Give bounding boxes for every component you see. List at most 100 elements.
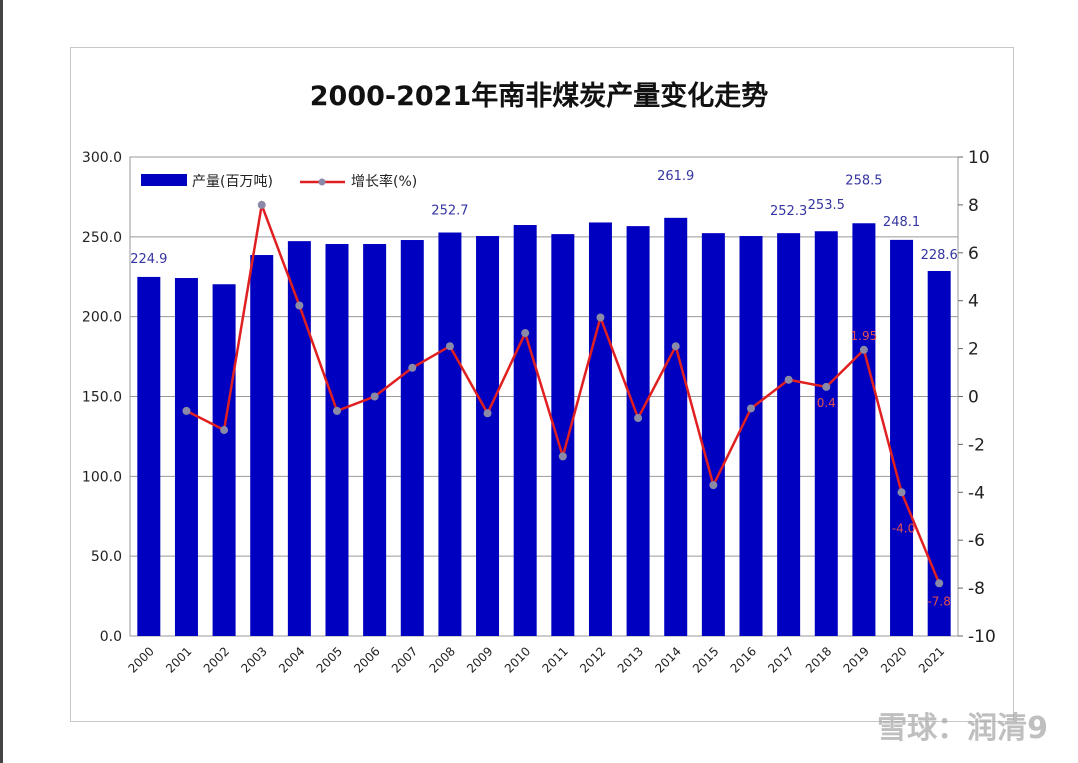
bar-2007 (400, 240, 424, 636)
growth-data-label: -4.0 (892, 521, 915, 535)
legend-bar-label: 产量(百万吨) (192, 174, 273, 190)
chart-title: 2000-2021年南非煤炭产量变化走势 (309, 81, 769, 112)
x-tick-label: 2021 (916, 644, 947, 675)
bar-2020 (890, 239, 914, 636)
bar-2001 (174, 278, 198, 636)
bar-data-label: 253.5 (808, 198, 845, 213)
y-right-tick-label: 4 (968, 292, 979, 312)
x-tick-label: 2008 (427, 644, 458, 675)
x-tick-label: 2010 (502, 644, 533, 675)
bar-2016 (739, 236, 763, 636)
x-tick-label: 2001 (163, 644, 194, 675)
y-right-tick-label: 2 (968, 340, 979, 360)
bar-2012 (588, 222, 612, 637)
growth-point-2012 (596, 313, 605, 322)
growth-point-2006 (370, 392, 379, 401)
bar-2015 (701, 233, 725, 636)
x-tick-label: 2002 (201, 644, 232, 675)
growth-point-2005 (333, 406, 341, 415)
y-right-tick-label: 6 (968, 244, 979, 264)
bar-data-label: 252.3 (770, 204, 807, 219)
growth-data-label: 1.95 (851, 329, 878, 343)
growth-point-2017 (784, 375, 793, 384)
x-tick-label: 2012 (577, 644, 608, 675)
bar-2017 (777, 233, 801, 636)
x-tick-label: 2013 (615, 644, 646, 675)
bar-data-label: 258.5 (845, 173, 882, 188)
growth-point-2019 (859, 345, 868, 354)
growth-point-2020 (897, 488, 906, 497)
y-left-tick-label: 250.0 (82, 230, 122, 246)
y-right-tick-label: -6 (968, 531, 985, 551)
chart-frame (70, 47, 1014, 722)
bar-data-label: 224.9 (130, 252, 167, 267)
y-right-tick-label: -4 (968, 483, 985, 503)
bar-2000 (137, 276, 161, 636)
growth-point-2014 (671, 342, 680, 351)
x-tick-label: 2014 (652, 644, 683, 675)
x-tick-label: 2003 (238, 644, 269, 675)
growth-point-2021 (935, 579, 944, 588)
bar-2009 (476, 236, 500, 636)
bar-data-label: 261.9 (657, 169, 694, 184)
growth-point-2003 (257, 200, 266, 209)
growth-data-label: -7.8 (927, 594, 950, 608)
bar-data-label: 248.1 (883, 215, 920, 230)
image-edge (0, 0, 3, 763)
bar-2014 (664, 217, 688, 636)
watermark: 雪球：润清9 (877, 711, 1048, 746)
growth-point-2015 (709, 481, 718, 490)
x-tick-label: 2016 (728, 644, 759, 675)
bar-data-label: 252.7 (431, 204, 468, 219)
x-tick-label: 2018 (803, 644, 834, 675)
bar-2008 (438, 232, 462, 636)
x-tick-label: 2017 (765, 644, 796, 675)
y-left-tick-label: 150.0 (82, 390, 122, 406)
y-right-tick-label: -10 (968, 627, 996, 647)
growth-point-2002 (220, 426, 229, 435)
y-left-tick-label: 200.0 (82, 310, 122, 326)
bar-2018 (814, 231, 838, 636)
x-tick-label: 2000 (125, 644, 156, 675)
bar-2021 (927, 271, 951, 636)
x-tick-label: 2009 (464, 644, 495, 675)
growth-data-label: 0.4 (817, 396, 836, 410)
y-right-tick-label: -8 (968, 579, 985, 599)
legend-bar-swatch (141, 174, 187, 186)
y-right-tick-label: 8 (968, 196, 979, 216)
growth-point-2004 (295, 301, 304, 310)
bar-2002 (212, 284, 236, 636)
y-right-tick-label: -2 (968, 435, 985, 455)
y-left-tick-label: 100.0 (82, 469, 122, 485)
x-tick-label: 2020 (878, 644, 909, 675)
growth-point-2008 (445, 342, 454, 351)
x-tick-label: 2011 (539, 644, 570, 675)
growth-point-2016 (747, 404, 755, 413)
bar-2006 (363, 244, 387, 637)
y-left-tick-label: 0.0 (100, 629, 122, 645)
bar-2005 (325, 244, 349, 637)
growth-point-2018 (822, 382, 831, 391)
x-tick-label: 2015 (690, 644, 721, 675)
growth-point-2009 (483, 409, 492, 418)
bar-2003 (250, 255, 274, 636)
y-right-tick-label: 0 (968, 388, 979, 408)
bar-2013 (626, 226, 650, 636)
bar-data-label: 228.6 (921, 248, 958, 263)
x-tick-label: 2007 (389, 644, 420, 675)
y-left-tick-label: 50.0 (91, 549, 122, 565)
x-tick-label: 2004 (276, 644, 307, 675)
growth-point-2013 (634, 414, 643, 423)
growth-point-2010 (521, 329, 530, 338)
growth-point-2011 (558, 452, 567, 461)
bar-2010 (513, 225, 537, 636)
x-tick-label: 2006 (351, 644, 382, 675)
bar-2004 (287, 241, 311, 636)
x-tick-label: 2019 (841, 644, 872, 675)
legend-line-label: 增长率(%) (351, 173, 417, 190)
growth-point-2007 (408, 363, 417, 372)
growth-point-2001 (182, 406, 191, 415)
legend-line-marker (318, 178, 326, 186)
y-left-tick-label: 300.0 (82, 150, 122, 166)
